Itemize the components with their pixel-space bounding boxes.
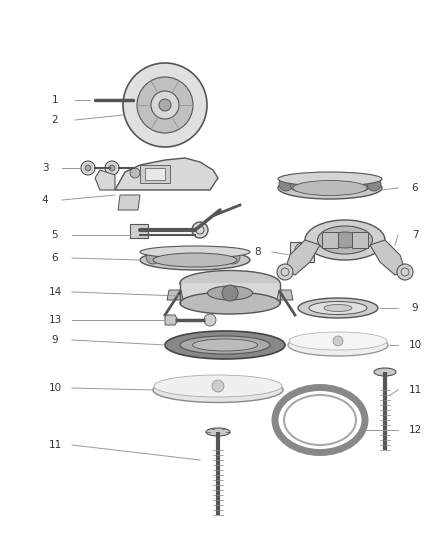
- Circle shape: [334, 177, 348, 191]
- Circle shape: [216, 250, 230, 264]
- Circle shape: [109, 165, 115, 171]
- Bar: [290, 242, 314, 262]
- Ellipse shape: [284, 395, 356, 445]
- Circle shape: [81, 161, 95, 175]
- Text: 10: 10: [49, 383, 62, 393]
- Ellipse shape: [324, 304, 352, 311]
- Circle shape: [301, 177, 315, 191]
- Circle shape: [146, 250, 160, 264]
- Text: 8: 8: [254, 247, 261, 257]
- Ellipse shape: [293, 181, 367, 196]
- Circle shape: [279, 177, 293, 191]
- Circle shape: [156, 250, 170, 264]
- Polygon shape: [133, 95, 147, 105]
- Circle shape: [130, 168, 140, 178]
- Ellipse shape: [289, 332, 387, 350]
- Ellipse shape: [298, 298, 378, 318]
- Text: 10: 10: [409, 340, 421, 350]
- Text: 7: 7: [412, 230, 418, 240]
- Text: 9: 9: [412, 303, 418, 313]
- Polygon shape: [370, 240, 405, 275]
- Bar: [130, 224, 148, 238]
- Polygon shape: [115, 158, 218, 190]
- Text: 13: 13: [48, 315, 62, 325]
- Circle shape: [204, 314, 216, 326]
- Bar: [352, 232, 368, 248]
- Circle shape: [290, 177, 304, 191]
- Circle shape: [222, 285, 238, 301]
- Circle shape: [159, 99, 171, 111]
- Ellipse shape: [192, 339, 258, 351]
- Circle shape: [123, 63, 207, 147]
- Text: 3: 3: [42, 163, 48, 173]
- Ellipse shape: [140, 246, 250, 258]
- Circle shape: [277, 264, 293, 280]
- Circle shape: [176, 250, 190, 264]
- Circle shape: [192, 222, 208, 238]
- Text: 4: 4: [42, 195, 48, 205]
- Ellipse shape: [180, 292, 280, 314]
- Ellipse shape: [206, 428, 230, 436]
- Ellipse shape: [309, 302, 367, 314]
- Text: 12: 12: [408, 425, 422, 435]
- Ellipse shape: [208, 286, 252, 300]
- Circle shape: [206, 250, 220, 264]
- Circle shape: [145, 94, 157, 106]
- Circle shape: [356, 177, 370, 191]
- Ellipse shape: [165, 331, 285, 359]
- Text: 14: 14: [48, 287, 62, 297]
- Text: 1: 1: [52, 95, 58, 105]
- Circle shape: [397, 264, 413, 280]
- Text: 5: 5: [52, 230, 58, 240]
- Polygon shape: [165, 315, 178, 325]
- Text: 2: 2: [52, 115, 58, 125]
- Circle shape: [226, 250, 240, 264]
- Circle shape: [137, 77, 193, 133]
- Bar: [140, 165, 170, 183]
- Circle shape: [367, 177, 381, 191]
- Circle shape: [151, 91, 179, 119]
- Circle shape: [196, 250, 210, 264]
- Text: 6: 6: [412, 183, 418, 193]
- Ellipse shape: [278, 172, 382, 186]
- Text: 6: 6: [52, 253, 58, 263]
- Circle shape: [105, 161, 119, 175]
- Ellipse shape: [374, 368, 396, 376]
- Circle shape: [295, 243, 309, 257]
- Polygon shape: [95, 170, 115, 190]
- Circle shape: [312, 177, 326, 191]
- Bar: [145, 168, 165, 180]
- Ellipse shape: [330, 232, 360, 248]
- Ellipse shape: [153, 253, 237, 267]
- Polygon shape: [118, 195, 140, 210]
- Ellipse shape: [180, 271, 280, 295]
- Circle shape: [186, 250, 200, 264]
- Ellipse shape: [140, 250, 250, 270]
- Circle shape: [85, 165, 91, 171]
- Text: 9: 9: [52, 335, 58, 345]
- Circle shape: [333, 336, 343, 346]
- Polygon shape: [285, 240, 320, 275]
- Ellipse shape: [180, 336, 270, 354]
- Ellipse shape: [288, 334, 388, 356]
- Ellipse shape: [154, 375, 282, 397]
- Circle shape: [345, 177, 359, 191]
- Ellipse shape: [153, 377, 283, 402]
- Circle shape: [166, 250, 180, 264]
- Text: 11: 11: [408, 385, 422, 395]
- Bar: [322, 232, 338, 248]
- Ellipse shape: [318, 226, 372, 254]
- Circle shape: [323, 177, 337, 191]
- Polygon shape: [167, 290, 183, 300]
- Text: 11: 11: [48, 440, 62, 450]
- Ellipse shape: [278, 177, 382, 199]
- Circle shape: [212, 380, 224, 392]
- Polygon shape: [277, 290, 293, 300]
- Ellipse shape: [305, 220, 385, 260]
